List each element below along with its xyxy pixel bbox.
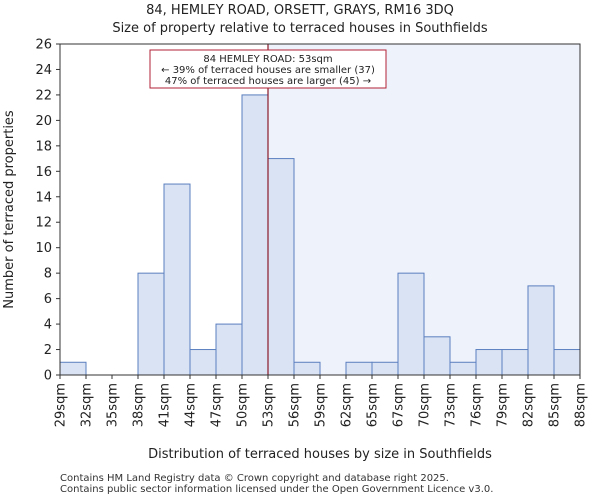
x-tick-label: 44sqm: [184, 383, 199, 427]
bar: [371, 361, 399, 376]
y-tick-label: 20: [35, 114, 52, 129]
bar: [241, 94, 269, 376]
annotation-line-3: 47% of terraced houses are larger (45) →: [165, 76, 371, 87]
bar: [475, 349, 503, 376]
x-tick-label: 35sqm: [106, 383, 121, 427]
bar: [267, 158, 295, 376]
annotation-line-1: 84 HEMLEY ROAD: 53sqm: [203, 54, 332, 65]
x-tick-label: 82sqm: [522, 383, 537, 427]
x-tick-label: 47sqm: [210, 383, 225, 427]
x-tick-label: 65sqm: [366, 383, 381, 427]
y-tick-label: 2: [44, 343, 52, 358]
x-tick-label: 53sqm: [262, 383, 277, 427]
x-tick-label: 62sqm: [340, 383, 355, 427]
y-axis-label: Number of terraced properties: [2, 110, 17, 309]
bar: [423, 336, 451, 376]
bar: [163, 183, 191, 376]
y-tick-label: 0: [44, 369, 52, 384]
x-tick-label: 59sqm: [314, 383, 329, 427]
x-tick-label: 32sqm: [80, 383, 95, 427]
y-tick-label: 22: [35, 88, 52, 103]
x-tick-label: 73sqm: [444, 383, 459, 427]
x-tick-label: 29sqm: [54, 383, 69, 427]
bar: [189, 349, 217, 376]
y-tick-label: 14: [35, 190, 52, 205]
y-tick-label: 18: [35, 139, 52, 154]
bar: [345, 361, 373, 376]
chart-subtitle: Size of property relative to terraced ho…: [112, 21, 488, 36]
y-tick-label: 4: [44, 318, 52, 333]
bar: [215, 323, 243, 376]
y-tick-label: 10: [35, 241, 52, 256]
x-tick-label: 85sqm: [548, 383, 563, 427]
chart-title: 84, HEMLEY ROAD, ORSETT, GRAYS, RM16 3DQ: [146, 3, 454, 18]
annotation-line-2: ← 39% of terraced houses are smaller (37…: [161, 65, 375, 76]
bar: [553, 349, 581, 376]
y-tick-label: 6: [44, 292, 52, 307]
bar: [293, 361, 321, 376]
x-tick-label: 38sqm: [132, 383, 147, 427]
bar: [397, 272, 425, 376]
y-tick-label: 24: [35, 63, 52, 78]
footer-copyright: Contains HM Land Registry data © Crown c…: [60, 473, 449, 484]
x-tick-label: 50sqm: [236, 383, 251, 427]
bar: [449, 361, 477, 376]
bar: [59, 361, 87, 376]
x-tick-label: 79sqm: [496, 383, 511, 427]
bar: [137, 272, 165, 376]
footer-licence: Contains public sector information licen…: [60, 484, 494, 495]
x-axis-label: Distribution of terraced houses by size …: [148, 447, 492, 462]
y-tick-label: 8: [44, 267, 52, 282]
bar: [527, 285, 555, 376]
x-tick-label: 41sqm: [158, 383, 173, 427]
annotation-box: [149, 49, 387, 89]
x-tick-label: 56sqm: [288, 383, 303, 427]
bar: [501, 349, 529, 376]
x-tick-label: 67sqm: [392, 383, 407, 427]
x-tick-label: 70sqm: [418, 383, 433, 427]
y-tick-label: 12: [35, 216, 52, 231]
x-tick-label: 88sqm: [574, 383, 589, 427]
x-tick-label: 76sqm: [470, 383, 485, 427]
y-tick-label: 16: [35, 165, 52, 180]
y-tick-label: 26: [35, 38, 52, 53]
